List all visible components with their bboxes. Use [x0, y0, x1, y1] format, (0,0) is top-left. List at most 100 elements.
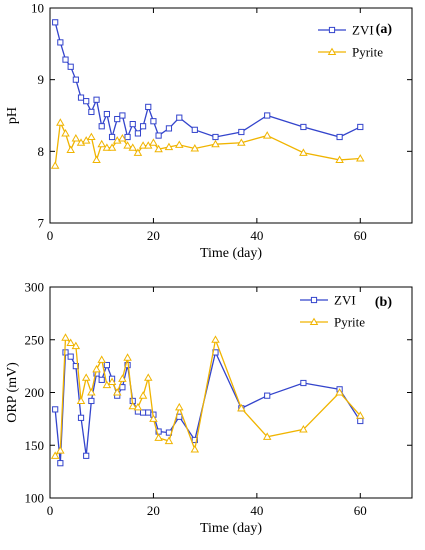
data-point — [52, 19, 59, 26]
data-point — [97, 139, 106, 148]
y-tick-label: 10 — [31, 1, 44, 16]
data-point — [88, 397, 95, 405]
data-point — [357, 123, 364, 131]
data-point — [72, 363, 79, 370]
legend-marker — [309, 317, 319, 326]
data-point — [336, 133, 343, 141]
data-point — [134, 130, 142, 137]
y-tick-label: 300 — [25, 280, 45, 295]
data-point — [87, 388, 96, 396]
x-tick-label: 0 — [47, 503, 54, 518]
data-point — [357, 417, 364, 425]
data-point — [262, 432, 272, 440]
data-point — [108, 133, 116, 141]
legend-label: Pyrite — [352, 45, 383, 60]
data-point — [155, 132, 162, 139]
data-point — [264, 112, 271, 119]
data-point — [76, 396, 86, 404]
data-point — [128, 401, 138, 410]
series-pyrite — [50, 118, 365, 169]
data-point — [114, 115, 121, 123]
data-point — [67, 353, 74, 360]
data-point — [81, 373, 91, 381]
data-point — [123, 353, 132, 361]
legend-label: Pyrite — [334, 315, 365, 330]
data-point — [56, 446, 65, 454]
data-point — [61, 129, 70, 137]
data-point — [190, 144, 200, 152]
data-point — [97, 355, 106, 363]
legend-label: ZVI — [334, 293, 356, 308]
legend-marker — [310, 296, 318, 304]
legend-marker — [327, 47, 337, 56]
y-tick-label: 150 — [25, 438, 45, 453]
y-tick-label: 7 — [38, 216, 45, 231]
x-tick-label: 0 — [47, 228, 54, 243]
data-point — [102, 143, 112, 151]
series-line — [54, 22, 361, 140]
data-point — [299, 148, 308, 156]
data-point — [190, 445, 200, 453]
data-point — [112, 388, 122, 396]
data-point — [145, 409, 152, 416]
data-point — [138, 391, 148, 399]
y-tick-label: 200 — [25, 385, 45, 400]
x-tick-label: 40 — [250, 503, 263, 518]
data-point — [98, 376, 105, 383]
data-point — [335, 155, 344, 163]
data-point — [335, 388, 344, 396]
data-point — [150, 118, 157, 125]
data-point — [264, 392, 271, 399]
legend: ZVI Pyrite — [318, 23, 383, 60]
data-point — [129, 121, 136, 128]
data-point — [300, 379, 307, 387]
data-point — [300, 123, 307, 131]
data-point — [211, 139, 220, 148]
ph-chart-panel: 7 8 9 10 0 20 40 60 Time (day) pH (a)ZVI Pyrite — [5, 1, 413, 261]
x-tick-label: 20 — [147, 228, 160, 243]
data-point — [71, 134, 81, 142]
data-point — [237, 403, 246, 412]
data-point — [149, 414, 158, 422]
legend: ZVI Pyrite — [300, 293, 365, 330]
data-point — [128, 143, 138, 151]
data-point — [103, 361, 110, 369]
data-point — [93, 96, 100, 103]
y-tick-label: 250 — [25, 332, 45, 347]
data-point — [154, 433, 163, 441]
panel-label: (a) — [376, 22, 393, 37]
x-tick-label: 60 — [354, 503, 367, 518]
data-point — [57, 460, 64, 467]
data-point — [83, 452, 90, 459]
data-point — [212, 133, 219, 141]
y-axis-label: pH — [5, 107, 20, 124]
orp-chart-panel: 100 150 200 250 300 0 20 40 60 Time (day) ORP (mV)… — [5, 280, 413, 536]
data-point — [154, 144, 163, 153]
data-point — [50, 451, 60, 459]
data-point — [66, 338, 75, 346]
data-point — [62, 56, 69, 63]
data-point — [92, 364, 101, 373]
data-point — [191, 126, 198, 133]
data-point — [107, 377, 117, 385]
data-point — [356, 154, 365, 162]
x-tick-label: 20 — [147, 503, 160, 518]
data-point — [143, 373, 153, 381]
x-tick-label: 60 — [354, 228, 367, 243]
y-tick-label: 8 — [38, 144, 45, 159]
data-point — [175, 402, 184, 411]
series-pyrite — [50, 333, 365, 459]
data-point — [211, 335, 220, 343]
x-axis-label: Time (day) — [200, 521, 262, 536]
data-point — [175, 140, 184, 148]
y-tick-label: 100 — [25, 491, 45, 506]
data-point — [139, 409, 147, 416]
data-point — [71, 341, 81, 350]
data-point — [164, 436, 174, 445]
x-axis-label: Time (day) — [200, 246, 262, 261]
data-point — [299, 425, 308, 433]
data-point — [149, 138, 158, 146]
x-tick-label: 40 — [250, 228, 263, 243]
data-point — [133, 402, 143, 411]
data-point — [56, 118, 65, 126]
